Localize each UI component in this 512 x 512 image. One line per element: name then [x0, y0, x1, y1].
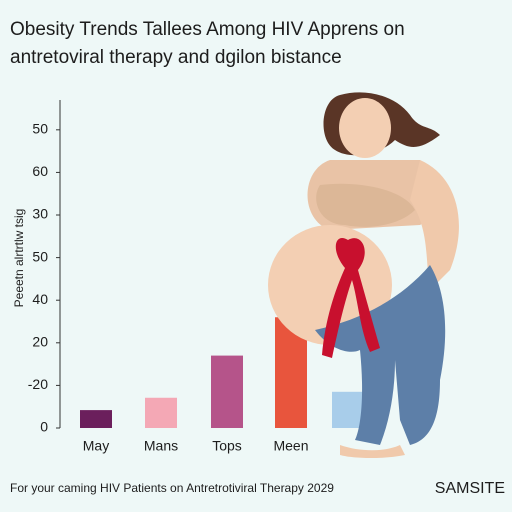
brand: SAMSITE	[435, 480, 505, 497]
x-tick-label: Tops	[212, 438, 242, 454]
y-tick-label: 30	[32, 206, 48, 222]
footer: For your caming HIV Patients on Antretro…	[10, 481, 334, 495]
y-tick-label: 40	[32, 291, 48, 307]
illustration	[268, 92, 459, 459]
bar	[145, 397, 177, 428]
y-tick-label: 50	[32, 248, 48, 264]
bar	[80, 410, 112, 428]
chart-title: Obesity Trends Tallees Among HIV Apprens…	[10, 19, 405, 40]
y-axis-label: Peeetn alrtrtlw tsig	[12, 209, 26, 308]
x-tick-label: May	[83, 438, 109, 454]
chart-subtitle: antretoviral therapy and dgilon bistance	[10, 47, 342, 68]
y-tick-label: 50	[32, 121, 48, 137]
y-tick-label: 20	[32, 334, 48, 350]
bar	[211, 355, 243, 428]
y-tick-label: 0	[40, 419, 48, 435]
x-tick-label: Meen	[273, 438, 308, 454]
x-tick-label: Mans	[144, 438, 178, 454]
bar	[332, 391, 364, 428]
y-tick-label: 60	[32, 163, 48, 179]
y-tick-label: -20	[28, 376, 48, 392]
